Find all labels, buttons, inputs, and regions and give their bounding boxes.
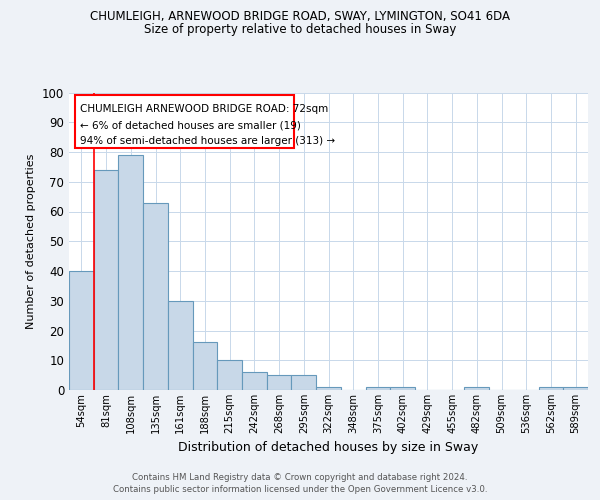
Bar (316, 387, 341, 390)
Text: Size of property relative to detached houses in Sway: Size of property relative to detached ho… (144, 22, 456, 36)
Y-axis label: Number of detached properties: Number of detached properties (26, 154, 37, 329)
Text: 94% of semi-detached houses are larger (313) →: 94% of semi-detached houses are larger (… (80, 136, 335, 146)
Bar (118, 155, 143, 390)
Bar (143, 202, 168, 390)
Bar (267, 375, 292, 390)
Bar (464, 387, 489, 390)
Bar (292, 375, 316, 390)
Bar (217, 360, 242, 390)
X-axis label: Distribution of detached houses by size in Sway: Distribution of detached houses by size … (178, 442, 479, 454)
Bar (94, 170, 118, 390)
Text: ← 6% of detached houses are smaller (19): ← 6% of detached houses are smaller (19) (80, 120, 301, 130)
Bar (193, 342, 217, 390)
Bar (168, 300, 193, 390)
Text: Contains HM Land Registry data © Crown copyright and database right 2024.: Contains HM Land Registry data © Crown c… (132, 472, 468, 482)
Bar (539, 387, 563, 390)
Bar (69, 271, 94, 390)
Bar (365, 387, 390, 390)
Text: Contains public sector information licensed under the Open Government Licence v3: Contains public sector information licen… (113, 485, 487, 494)
Bar (563, 387, 588, 390)
Text: CHUMLEIGH, ARNEWOOD BRIDGE ROAD, SWAY, LYMINGTON, SO41 6DA: CHUMLEIGH, ARNEWOOD BRIDGE ROAD, SWAY, L… (90, 10, 510, 23)
Text: CHUMLEIGH ARNEWOOD BRIDGE ROAD: 72sqm: CHUMLEIGH ARNEWOOD BRIDGE ROAD: 72sqm (80, 104, 328, 114)
Bar (390, 387, 415, 390)
Bar (242, 372, 267, 390)
